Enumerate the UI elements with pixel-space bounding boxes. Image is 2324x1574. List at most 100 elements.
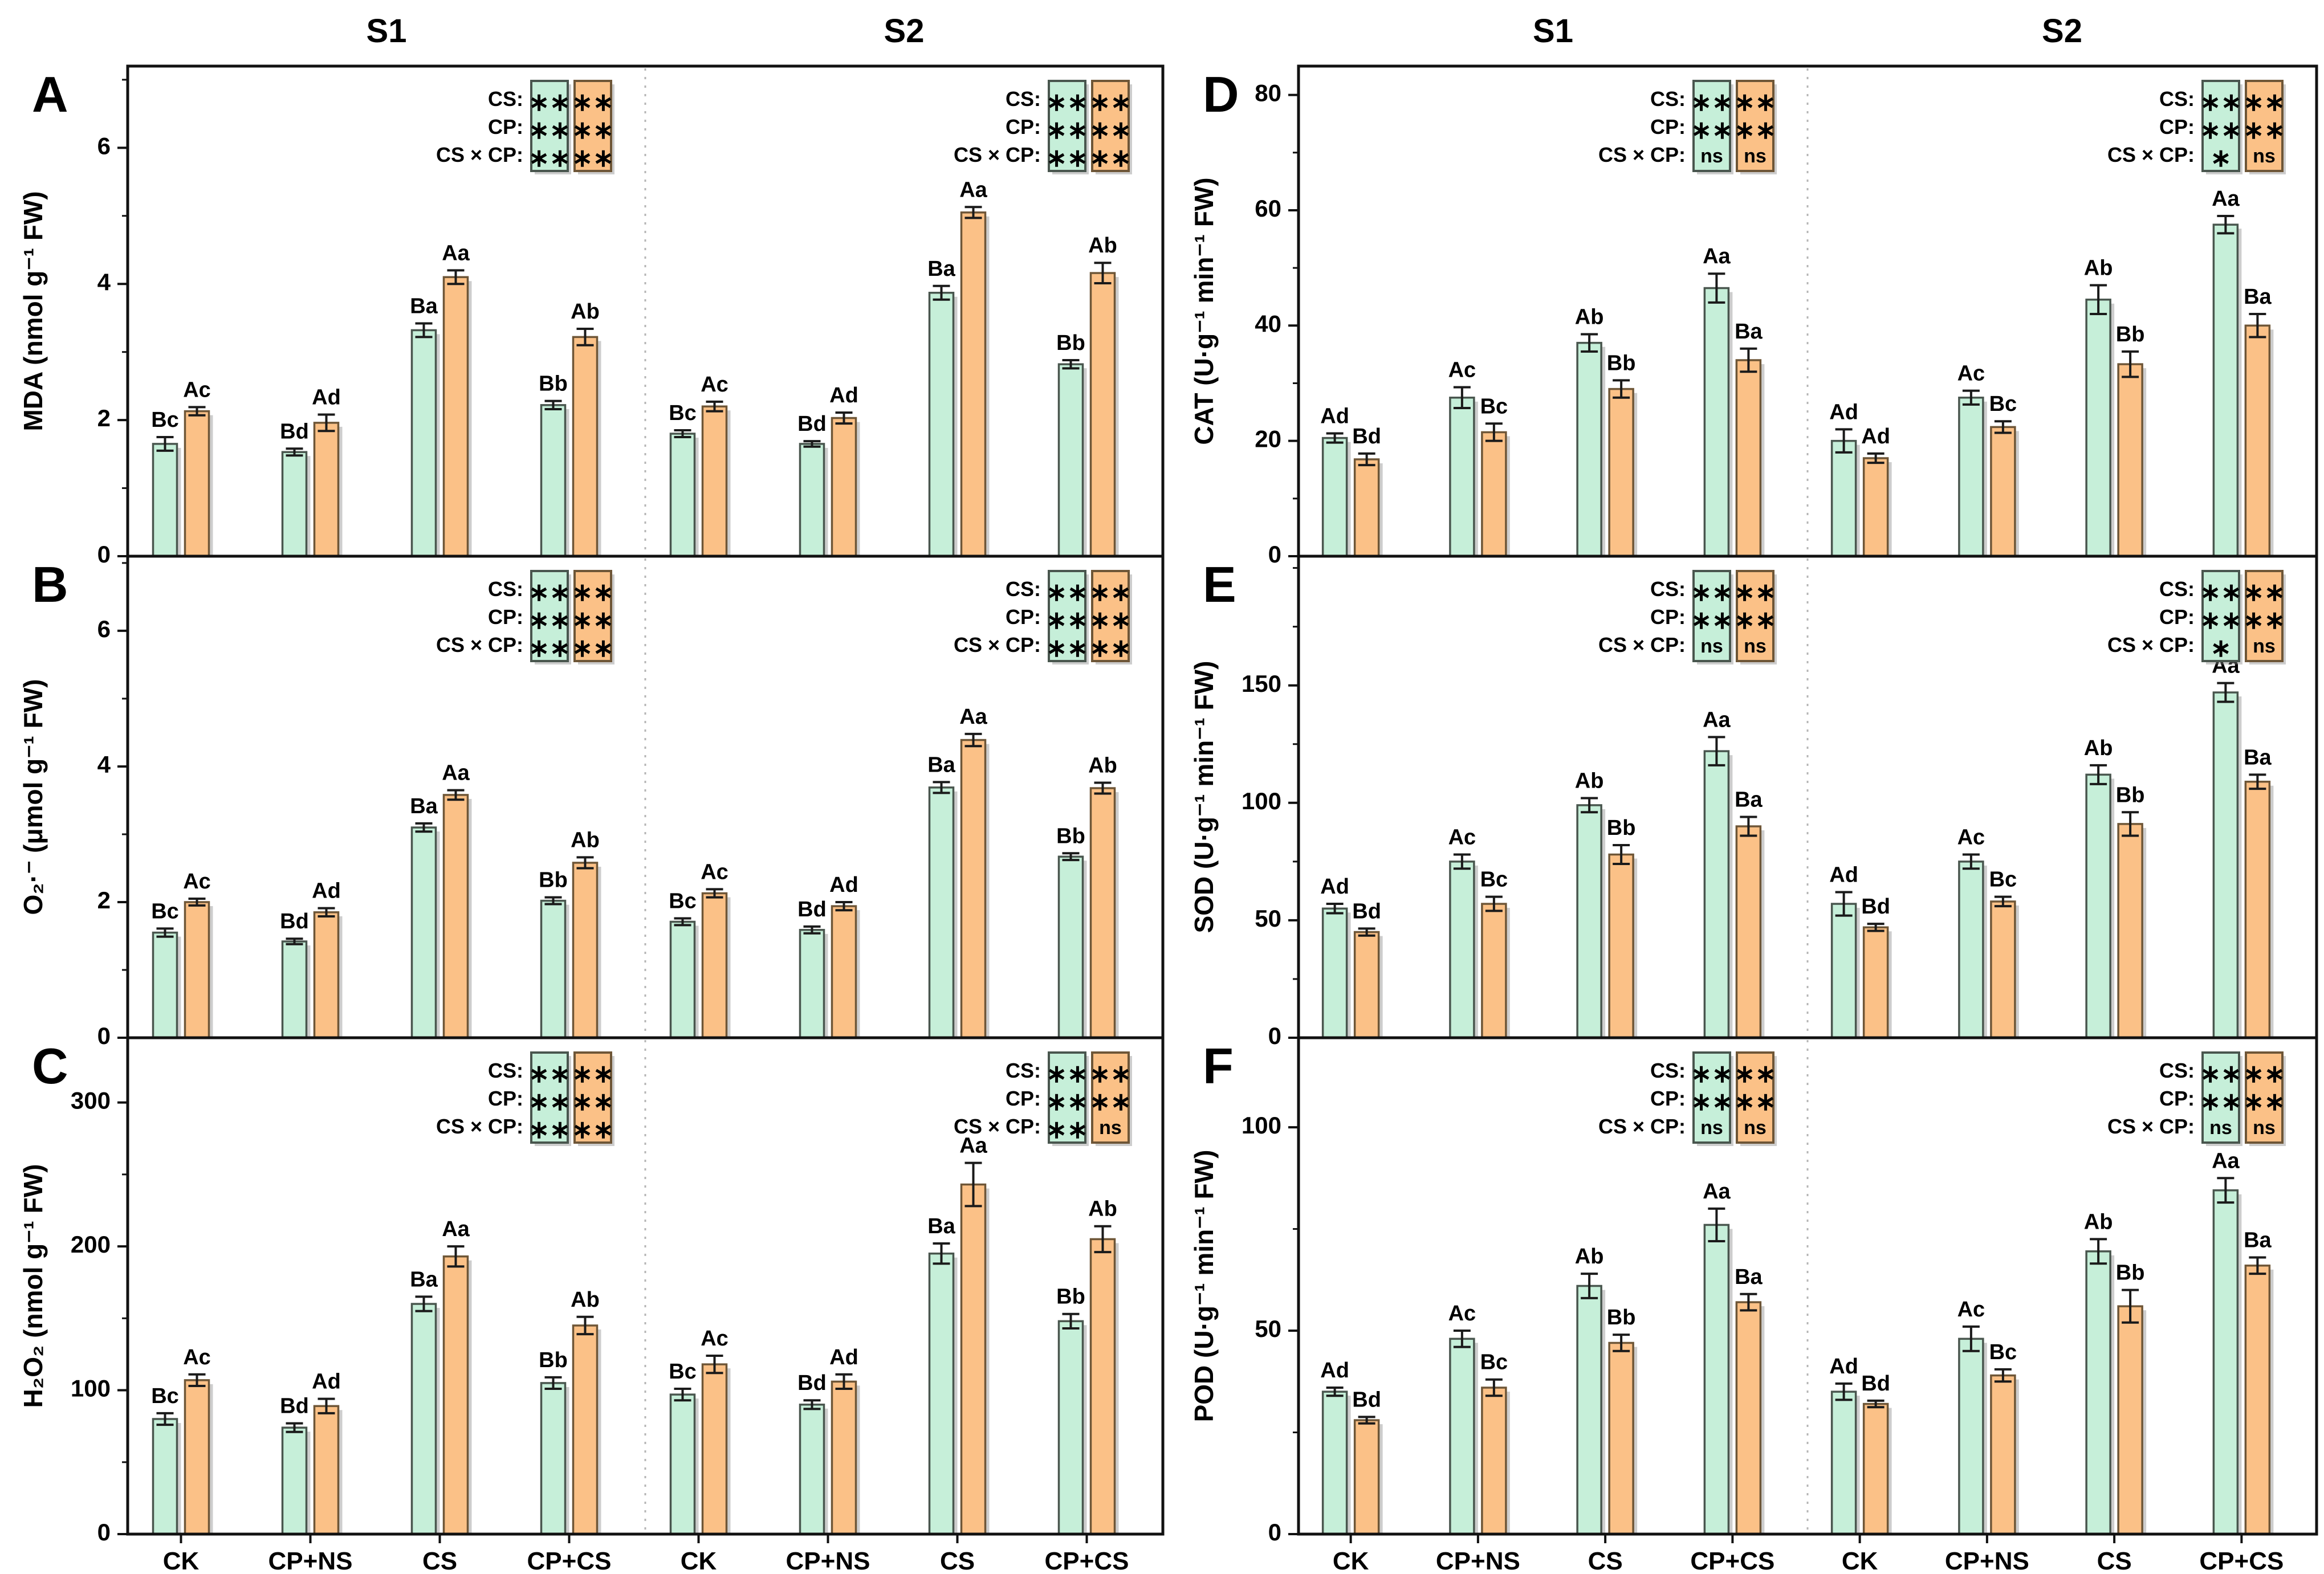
sig-letter: Bc	[1989, 1340, 2017, 1364]
sig-letter: Ba	[927, 753, 955, 777]
legend-sig-green: ∗∗	[2200, 1060, 2242, 1088]
sig-letter: Bb	[1056, 331, 1085, 355]
bar-green-cp+ns	[1449, 861, 1475, 1039]
bar-green-cp+cs	[1703, 750, 1730, 1039]
legend-row-label: CP:	[1650, 115, 1686, 138]
bar-orange-cp+ns	[1990, 426, 2016, 557]
bar-green-ck	[669, 433, 696, 557]
sig-letter: Ba	[410, 295, 438, 319]
sig-letter: Bd	[797, 412, 827, 436]
bar-orange-ck	[1353, 931, 1380, 1039]
legend-sig-orange: ∗∗	[572, 578, 614, 606]
legend-box-orange	[2245, 80, 2284, 172]
legend-sig-green: ∗∗	[1046, 578, 1088, 606]
bar-orange-cs	[1608, 853, 1634, 1039]
legend-box-green	[1048, 1051, 1086, 1144]
sig-letter: Ad	[312, 1370, 341, 1394]
bar-green-ck	[1830, 1390, 1857, 1535]
bar-orange-cs	[1608, 1341, 1634, 1535]
legend-row-label: CS:	[2159, 1059, 2195, 1082]
bar-orange-cp+ns	[313, 911, 340, 1039]
bar-orange-cs	[960, 211, 987, 557]
y-tick-label: 300	[71, 1087, 111, 1114]
legend-row-label: CS × CP:	[2107, 1115, 2195, 1138]
bar-orange-cp+ns	[313, 1405, 340, 1535]
sig-letter: Bd	[1352, 425, 1381, 448]
legend-sig-orange: ∗∗	[2243, 1088, 2285, 1116]
bar-orange-ck	[184, 901, 210, 1039]
bar-orange-cs	[442, 276, 469, 557]
legend-row-label: CP:	[1650, 1087, 1686, 1110]
bar-orange-cp+cs	[1089, 787, 1116, 1039]
legend-row-label: CS × CP:	[954, 143, 1041, 166]
bar-orange-cp+cs	[1735, 1301, 1762, 1535]
sig-letter: Bd	[1861, 895, 1890, 919]
legend-box-orange	[2245, 570, 2284, 662]
sig-letter: Aa	[442, 241, 470, 265]
legend-sig-orange: ∗∗	[572, 116, 614, 144]
sig-letter: Bc	[1480, 394, 1508, 418]
bar-orange-ck	[1862, 457, 1889, 557]
sig-letter: Bb	[539, 868, 568, 892]
legend-row-label: CP:	[1006, 115, 1041, 138]
legend-sig-green: ∗∗	[528, 88, 571, 116]
x-category-label: CP+CS	[1690, 1547, 1774, 1571]
legend-row-label: CS:	[1650, 1059, 1686, 1082]
sig-letter: Ac	[701, 1327, 728, 1351]
bar-green-cs	[1576, 1285, 1602, 1535]
sig-letter: Ba	[927, 1214, 955, 1238]
bar-orange-cs	[960, 1183, 987, 1535]
bar-orange-cp+ns	[831, 417, 857, 557]
legend-sig-green: ∗∗	[1691, 1060, 1733, 1088]
section-title-s1: S1	[1533, 13, 1573, 50]
legend-sig-green: ns	[1700, 635, 1723, 657]
legend-row-label: CP:	[1006, 605, 1041, 629]
legend-sig-orange: ns	[2253, 1117, 2276, 1139]
x-category-label: CP+NS	[268, 1547, 353, 1571]
legend-box-green	[1692, 80, 1731, 172]
legend-sig-orange: ns	[1744, 635, 1767, 657]
panel-letter-d: D	[1203, 66, 1239, 123]
legend-sig-green: ∗∗	[1691, 116, 1733, 144]
legend-box-green	[1692, 1051, 1731, 1144]
legend-sig-green: ∗∗	[2200, 606, 2242, 634]
bar-green-cp+ns	[1958, 1338, 1984, 1535]
x-category-label: CP+NS	[1436, 1547, 1520, 1571]
legend-sig-orange: ∗∗	[2243, 116, 2285, 144]
sig-letter: Ba	[2244, 1229, 2272, 1253]
x-category-label: CK	[1333, 1547, 1369, 1571]
bar-green-cp+cs	[540, 404, 567, 557]
sig-letter: Bc	[669, 1360, 697, 1384]
legend-sig-orange: ∗∗	[1089, 1060, 1132, 1088]
legend-box-green	[1692, 570, 1731, 662]
bar-orange-cp+cs	[1089, 1238, 1116, 1535]
y-axis-label: CAT (U·g⁻¹ min⁻¹ FW)	[1189, 177, 1219, 445]
legend-sig-orange: ∗∗	[572, 88, 614, 116]
bar-green-ck	[1321, 1390, 1348, 1535]
legend-box-green	[2201, 570, 2240, 662]
bar-green-cp+cs	[1057, 363, 1084, 557]
sig-letter: Ad	[1829, 863, 1858, 887]
sig-letter: Bb	[2116, 1261, 2145, 1285]
legend-sig-orange: ∗∗	[572, 144, 614, 172]
legend-box-green	[530, 80, 569, 172]
sig-letter: Bc	[1480, 868, 1508, 892]
sig-letter: Ab	[1088, 234, 1117, 258]
sig-letter: Bc	[669, 401, 697, 425]
legend-sig-orange: ∗∗	[572, 1116, 614, 1144]
bar-orange-cs	[2117, 823, 2143, 1039]
sig-letter: Ab	[1088, 1197, 1117, 1221]
panel-letter-e: E	[1203, 556, 1236, 613]
y-tick-label: 6	[97, 615, 111, 642]
sig-letter: Ab	[1088, 754, 1117, 778]
legend-sig-green: ∗∗	[528, 1116, 571, 1144]
sig-letter: Aa	[959, 705, 987, 729]
sig-letter: Ad	[312, 386, 341, 410]
sig-letter: Ba	[1735, 320, 1763, 344]
x-category-label: CP+CS	[2199, 1547, 2284, 1571]
legend-sig-orange: ns	[1744, 1117, 1767, 1139]
legend-sig-green: ns	[1700, 1117, 1723, 1139]
bar-orange-ck	[1862, 926, 1889, 1039]
y-axis-label: H₂O₂ (nmol g⁻¹ FW)	[18, 1164, 48, 1408]
legend-sig-orange: ∗∗	[1089, 578, 1132, 606]
